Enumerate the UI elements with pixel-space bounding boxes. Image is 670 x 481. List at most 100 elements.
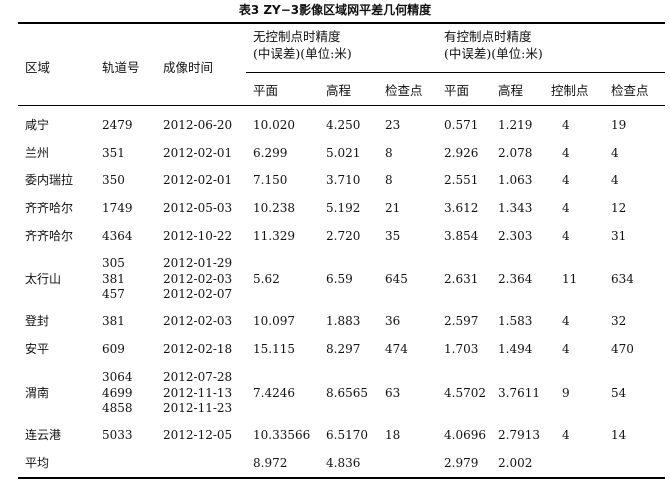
row-time: 2012-12-05 <box>163 428 233 442</box>
row-region: 连云港 <box>25 428 62 442</box>
row-nc-plane: 7.150 <box>253 173 288 187</box>
top-rule <box>18 22 665 24</box>
row-orbit: 1749 <box>102 201 133 215</box>
row-time-line: 2012-11-13 <box>163 385 233 400</box>
row-orbit: 2479 <box>102 118 133 132</box>
row-c-control-points: 4 <box>562 201 570 215</box>
group-header-rule <box>246 72 665 73</box>
row-c-plane: 2.597 <box>444 314 479 328</box>
row-c-elevation: 1.063 <box>498 173 533 187</box>
row-nc-elevation: 8.6565 <box>326 386 368 400</box>
row-c-plane: 4.0696 <box>444 428 486 442</box>
header-group-control-line1: 有控制点时精度 <box>444 29 532 44</box>
row-orbit: 351 <box>102 146 125 160</box>
row-c-control-points: 4 <box>562 146 570 160</box>
row-nc-plane: 5.62 <box>253 272 280 286</box>
row-region: 太行山 <box>25 272 62 286</box>
row-region: 齐齐哈尔 <box>25 229 74 243</box>
row-c-control-points: 4 <box>562 118 570 132</box>
row-region: 兰州 <box>25 146 50 160</box>
row-c-control-points: 4 <box>562 428 570 442</box>
row-c-control-points: 11 <box>562 272 578 286</box>
row-nc-elevation: 1.883 <box>326 314 361 328</box>
row-c-elevation: 1.494 <box>498 342 533 356</box>
row-time-line: 2012-01-29 <box>163 256 233 271</box>
row-time: 2012-01-29 2012-02-03 2012-02-07 <box>163 256 232 303</box>
row-time: 2012-10-22 <box>163 229 233 243</box>
row-orbit-line: 3064 <box>102 370 133 385</box>
row-nc-checkpoints: 36 <box>385 314 401 328</box>
row-orbit-line: 4699 <box>102 385 133 400</box>
row-nc-checkpoints: 63 <box>385 386 401 400</box>
row-region: 登封 <box>25 314 50 328</box>
average-nc-elevation: 4.836 <box>326 456 361 470</box>
row-nc-elevation: 6.59 <box>326 272 353 286</box>
header-checkpoints: 检查点 <box>385 83 423 98</box>
row-nc-checkpoints: 474 <box>385 342 408 356</box>
row-time-line: 2012-07-28 <box>163 370 233 385</box>
row-nc-checkpoints: 18 <box>385 428 401 442</box>
row-c-checkpoints: 54 <box>611 386 627 400</box>
row-c-checkpoints: 19 <box>611 118 627 132</box>
row-c-elevation: 3.7611 <box>498 386 540 400</box>
row-c-plane: 3.612 <box>444 201 479 215</box>
row-region: 齐齐哈尔 <box>25 201 74 215</box>
row-c-checkpoints: 4 <box>611 146 619 160</box>
row-time-line: 2012-02-07 <box>163 287 233 302</box>
header-control-points: 控制点 <box>551 83 589 98</box>
row-nc-checkpoints: 8 <box>385 173 393 187</box>
row-nc-plane: 10.238 <box>253 201 295 215</box>
row-time-line: 2012-11-23 <box>163 401 233 416</box>
row-time: 2012-02-18 <box>163 342 233 356</box>
row-time: 2012-02-03 <box>163 314 233 328</box>
header-checkpoints-2: 检查点 <box>611 83 649 98</box>
row-c-checkpoints: 12 <box>611 201 627 215</box>
row-c-plane: 2.551 <box>444 173 479 187</box>
header-group-no-control-line1: 无控制点时精度 <box>253 29 341 44</box>
header-plane-2: 平面 <box>444 83 470 98</box>
row-nc-plane: 10.097 <box>253 314 295 328</box>
row-orbit-line: 305 <box>102 256 125 271</box>
header-orbit: 轨道号 <box>102 60 140 75</box>
row-time: 2012-02-01 <box>163 173 233 187</box>
row-c-elevation: 1.343 <box>498 201 533 215</box>
row-nc-plane: 7.4246 <box>253 386 295 400</box>
row-c-checkpoints: 634 <box>611 272 634 286</box>
row-orbit: 3064 4699 4858 <box>102 370 133 417</box>
row-region: 委内瑞拉 <box>25 173 74 187</box>
row-orbit: 350 <box>102 173 125 187</box>
row-nc-elevation: 5.021 <box>326 146 361 160</box>
row-time: 2012-06-20 <box>163 118 233 132</box>
row-time-line: 2012-02-03 <box>163 271 233 286</box>
row-c-elevation: 2.7913 <box>498 428 540 442</box>
row-orbit: 4364 <box>102 229 133 243</box>
row-orbit: 381 <box>102 314 125 328</box>
row-nc-elevation: 2.720 <box>326 229 361 243</box>
row-c-control-points: 4 <box>562 314 570 328</box>
header-elevation: 高程 <box>326 83 352 98</box>
row-nc-checkpoints: 21 <box>385 201 401 215</box>
average-nc-plane: 8.972 <box>253 456 288 470</box>
row-nc-plane: 10.33566 <box>253 428 311 442</box>
row-nc-plane: 11.329 <box>253 229 295 243</box>
row-nc-checkpoints: 35 <box>385 229 401 243</box>
average-c-elevation: 2.002 <box>498 456 533 470</box>
row-c-plane: 1.703 <box>444 342 479 356</box>
header-plane: 平面 <box>253 83 279 98</box>
row-c-control-points: 4 <box>562 342 570 356</box>
row-orbit: 5033 <box>102 428 133 442</box>
bottom-rule <box>18 477 665 479</box>
row-c-plane: 2.926 <box>444 146 479 160</box>
table-title: 表3 ZY−3影像区域网平差几何精度 <box>238 3 432 17</box>
row-time: 2012-05-03 <box>163 201 233 215</box>
row-c-checkpoints: 4 <box>611 173 619 187</box>
row-nc-elevation: 4.250 <box>326 118 361 132</box>
row-time: 2012-07-28 2012-11-13 2012-11-23 <box>163 370 232 417</box>
row-nc-checkpoints: 645 <box>385 272 408 286</box>
header-group-control-line2: (中误差)(单位:米) <box>444 46 543 61</box>
header-elevation-2: 高程 <box>498 83 524 98</box>
row-c-elevation: 1.219 <box>498 118 533 132</box>
row-orbit: 305 381 457 <box>102 256 125 303</box>
row-nc-plane: 15.115 <box>253 342 295 356</box>
row-c-control-points: 9 <box>562 386 570 400</box>
